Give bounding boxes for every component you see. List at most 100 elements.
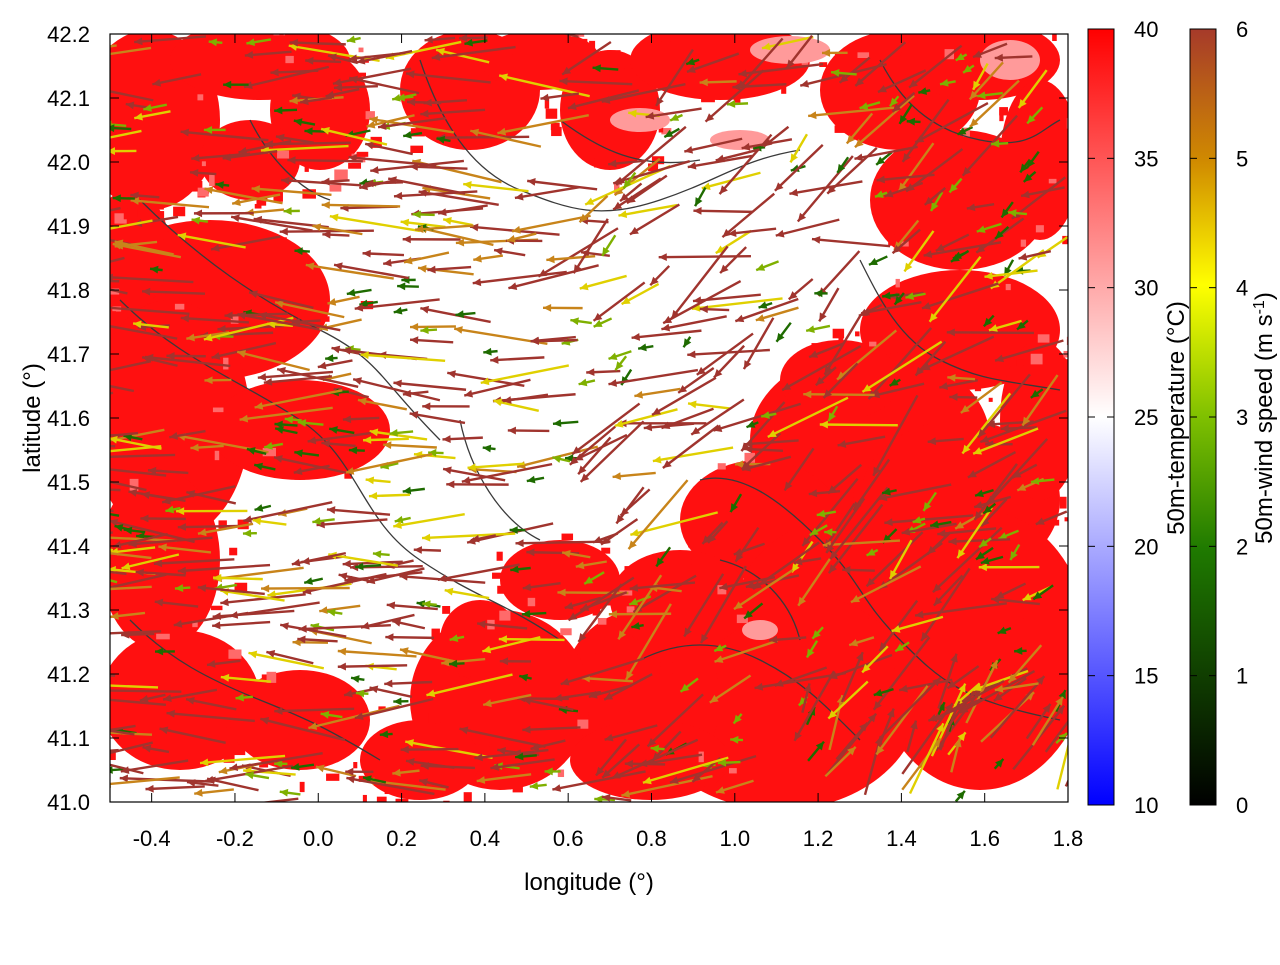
- warm-speckle: [727, 18, 734, 22]
- wind-arrow-shaft: [803, 394, 874, 395]
- wind-arrow-head: [83, 449, 91, 457]
- warm-speckle: [429, 713, 441, 723]
- colorbar-tick-label: 25: [1134, 405, 1158, 430]
- warm-speckle: [385, 787, 390, 795]
- warm-speckle: [400, 805, 408, 814]
- x-axis-label: longitude (°): [524, 869, 654, 896]
- warm-speckle: [280, 237, 287, 249]
- wind-arrow-shaft: [401, 749, 459, 750]
- warm-speckle: [598, 618, 607, 625]
- warm-speckle: [354, 73, 367, 77]
- warm-speckle: [293, 673, 305, 679]
- y-tick-label: 42.0: [47, 150, 90, 175]
- warm-speckle: [608, 621, 622, 631]
- warm-speckle: [445, 722, 456, 731]
- wind-arrow-shaft: [40, 431, 119, 435]
- warm-speckle: [401, 803, 414, 810]
- warm-speckle: [93, 570, 98, 581]
- warm-speckle: [704, 782, 716, 787]
- wind-arrow-head: [78, 508, 86, 516]
- warm-speckle: [1036, 225, 1044, 232]
- warm-speckle: [551, 127, 562, 136]
- warm-speckle: [1028, 37, 1040, 45]
- warm-speckle: [699, 752, 704, 763]
- colorbar-tick-label: 35: [1134, 146, 1158, 171]
- warm-speckle: [1006, 284, 1011, 290]
- colorbar-tick-label: 1: [1236, 664, 1248, 689]
- warm-speckle: [975, 384, 981, 391]
- warm-speckle: [648, 660, 661, 667]
- warm-speckle: [96, 272, 102, 283]
- colorbar-tick-label: 30: [1134, 276, 1158, 301]
- wind-arrow-shaft: [93, 690, 181, 691]
- warm-speckle: [688, 541, 695, 548]
- colorbar-tick-label: 0: [1236, 793, 1248, 818]
- y-tick-label: 41.9: [47, 214, 90, 239]
- warm-speckle: [209, 175, 215, 186]
- warm-speckle: [441, 666, 448, 672]
- warm-speckle: [997, 149, 1006, 158]
- wind-arrow-head: [63, 374, 72, 382]
- warm-speckle: [1017, 360, 1024, 366]
- y-tick-label: 42.1: [47, 86, 90, 111]
- warm-speckle: [846, 559, 857, 563]
- wind-arrow-head: [97, 585, 106, 593]
- y-axis-label: latitude (°): [19, 363, 46, 473]
- warm-speckle: [466, 141, 477, 148]
- warm-speckle: [253, 362, 260, 373]
- warm-speckle: [82, 118, 95, 123]
- warm-speckle: [359, 48, 364, 53]
- warm-speckle: [348, 163, 361, 169]
- warm-speckle: [1069, 218, 1082, 227]
- x-tick-label: 0.6: [553, 826, 584, 851]
- warm-speckle: [1010, 441, 1016, 451]
- warm-speckle: [140, 11, 147, 17]
- warm-speckle: [91, 272, 97, 283]
- warm-speckle: [90, 271, 96, 277]
- warm-speckle: [517, 617, 521, 622]
- x-tick-label: 1.0: [719, 826, 750, 851]
- warm-speckle: [277, 151, 289, 159]
- wind-arrow-head: [93, 695, 101, 703]
- map-plot: [26, 9, 1123, 843]
- warm-speckle: [604, 657, 611, 665]
- warm-speckle: [255, 204, 262, 209]
- warm-speckle: [112, 311, 116, 319]
- warm-speckle: [305, 165, 309, 172]
- wind-arrow-head: [545, 27, 554, 35]
- warm-speckle: [596, 724, 601, 734]
- warm-speckle: [213, 408, 224, 413]
- warm-region: [610, 550, 750, 650]
- wind-arrow-shaft: [693, 211, 752, 212]
- warm-speckle: [499, 611, 510, 621]
- warm-speckle: [664, 803, 670, 811]
- warm-speckle: [781, 85, 786, 94]
- warm-speckle: [595, 653, 602, 663]
- wind-arrow-head: [100, 304, 108, 312]
- y-tick-label: 41.2: [47, 662, 90, 687]
- colorbar-tick-label: 20: [1134, 534, 1158, 559]
- warm-speckle: [514, 648, 524, 655]
- wind-arrow-head: [101, 437, 110, 445]
- warm-speckle: [718, 463, 726, 469]
- warm-speckle: [330, 185, 342, 192]
- warm-region: [360, 720, 480, 800]
- wind-arrow-head: [59, 436, 67, 444]
- warm-speckle: [835, 53, 840, 64]
- warm-speckle: [575, 39, 587, 46]
- warm-speckle: [857, 52, 869, 58]
- warm-speckle: [83, 46, 95, 55]
- warm-speckle: [1031, 305, 1042, 314]
- warm-speckle: [285, 56, 293, 63]
- warm-speckle: [275, 83, 286, 94]
- warm-speckle: [909, 421, 918, 431]
- wind-arrow-head: [26, 52, 35, 60]
- warm-speckle: [867, 696, 875, 707]
- warm-speckle: [163, 232, 171, 240]
- warm-speckle: [459, 666, 470, 677]
- wind-arrow-head: [102, 534, 110, 542]
- warm-speckle: [893, 738, 906, 749]
- warm-speckle: [560, 628, 571, 635]
- wind-arrow-head: [68, 757, 77, 765]
- wind-arrow-head: [91, 476, 100, 484]
